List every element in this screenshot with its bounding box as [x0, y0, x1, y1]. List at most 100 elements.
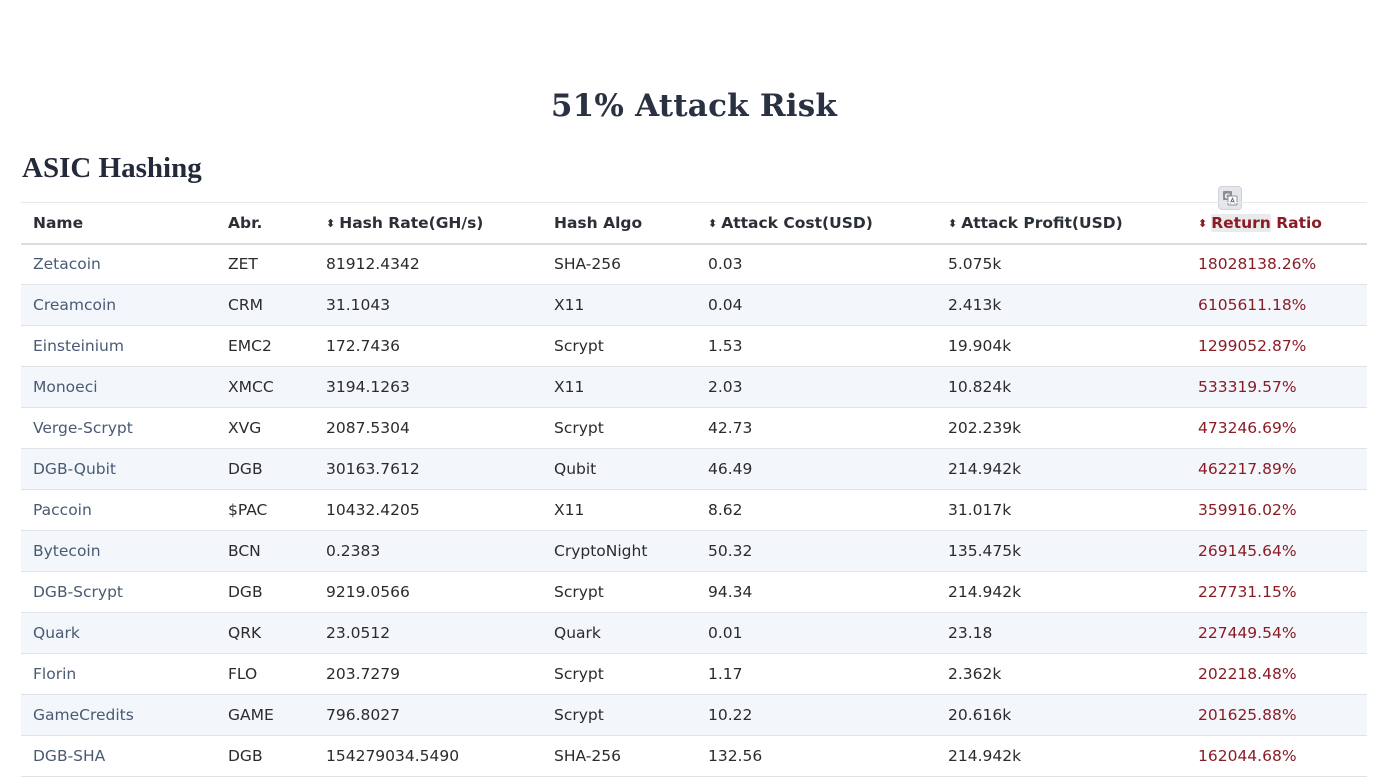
cell-hash-rate: 2087.5304 — [326, 419, 410, 437]
column-header-label: Attack Profit(USD) — [961, 213, 1123, 232]
cell-abbr: DGB — [228, 583, 263, 601]
cell-attack-profit: 23.18 — [948, 624, 993, 642]
header-row: Name Abr. ⬍ Hash Rate(GH/s) Hash Algo ⬍ Attack… — [21, 202, 1367, 244]
cell-attack-profit: 10.824k — [948, 378, 1012, 396]
table-row: Creamcoin CRM 31.1043 X11 0.04 2.413k 6105611.… — [21, 284, 1367, 326]
cell-abbr: EMC2 — [228, 337, 272, 355]
cell-attack-cost: 1.53 — [708, 337, 743, 355]
cell-name[interactable]: Florin — [33, 665, 77, 683]
cell-abbr: BCN — [228, 542, 261, 560]
cell-return-ratio: 359916.02% — [1198, 501, 1297, 519]
cell-attack-cost: 50.32 — [708, 542, 753, 560]
cell-name[interactable]: Verge-Scrypt — [33, 419, 133, 437]
table-row: DGB-Scrypt DGB 9219.0566 Scrypt 94.34 214.942… — [21, 572, 1367, 613]
cell-hash-algo: Scrypt — [554, 583, 604, 601]
cell-attack-profit: 20.616k — [948, 706, 1012, 724]
cell-hash-rate: 3194.1263 — [326, 378, 410, 396]
cell-hash-algo: Quark — [554, 624, 601, 642]
cell-attack-cost: 0.03 — [708, 255, 743, 274]
cell-abbr: QRK — [228, 624, 262, 642]
sort-arrows-icon: ⬍ — [1198, 216, 1208, 230]
cell-name[interactable]: Zetacoin — [33, 255, 101, 274]
cell-hash-algo: X11 — [554, 501, 585, 519]
column-header-abbr: Abr. — [216, 203, 314, 244]
cell-return-ratio: 162044.68% — [1198, 747, 1297, 765]
cell-attack-cost: 10.22 — [708, 706, 753, 724]
column-header-hash-algo: Hash Algo — [542, 203, 696, 244]
section-title: ASIC Hashing — [22, 152, 202, 184]
cell-abbr: GAME — [228, 706, 274, 724]
cell-return-ratio: 473246.69% — [1198, 419, 1297, 437]
cell-attack-cost: 46.49 — [708, 460, 753, 478]
cell-return-ratio: 533319.57% — [1198, 378, 1297, 396]
cell-attack-cost: 0.01 — [708, 624, 743, 642]
cell-name[interactable]: Einsteinium — [33, 337, 124, 355]
cell-hash-rate: 9219.0566 — [326, 583, 410, 601]
cell-abbr: XMCC — [228, 378, 274, 396]
column-header-label: Hash Rate(GH/s) — [339, 213, 484, 232]
cell-hash-algo: X11 — [554, 296, 585, 314]
table-row: Verge-Scrypt XVG 2087.5304 Scrypt 42.73 202.2… — [21, 408, 1367, 449]
cell-name[interactable]: Bytecoin — [33, 542, 101, 560]
cell-abbr: FLO — [228, 665, 258, 683]
cell-attack-profit: 19.904k — [948, 337, 1012, 355]
column-header-attack-cost[interactable]: ⬍ Attack Cost(USD) — [696, 203, 936, 244]
cell-hash-algo: SHA-256 — [554, 255, 621, 274]
cell-name[interactable]: Quark — [33, 624, 80, 642]
cell-hash-algo: SHA-256 — [554, 747, 621, 765]
column-header-attack-profit[interactable]: ⬍ Attack Profit(USD) — [936, 203, 1186, 244]
cell-attack-cost: 42.73 — [708, 419, 753, 437]
cell-hash-algo: Qubit — [554, 460, 597, 478]
cell-attack-profit: 5.075k — [948, 255, 1002, 274]
cell-name[interactable]: DGB-Scrypt — [33, 583, 123, 601]
cell-attack-profit: 31.017k — [948, 501, 1012, 519]
column-header-label: Name — [33, 213, 84, 232]
cell-attack-cost: 2.03 — [708, 378, 743, 396]
column-header-hash-rate[interactable]: ⬍ Hash Rate(GH/s) — [314, 203, 542, 244]
cell-abbr: ZET — [228, 255, 258, 274]
cell-attack-cost: 132.56 — [708, 747, 763, 765]
cell-name[interactable]: DGB-Qubit — [33, 460, 116, 478]
cell-attack-cost: 1.17 — [708, 665, 743, 683]
cell-abbr: DGB — [228, 460, 263, 478]
cell-hash-rate: 23.0512 — [326, 624, 391, 642]
column-header-return-ratio[interactable]: ⬍ Return Ratio — [1186, 203, 1367, 244]
column-header-label: Abr. — [228, 213, 263, 232]
cell-hash-algo: Scrypt — [554, 337, 604, 355]
cell-abbr: XVG — [228, 419, 262, 437]
table-row: Einsteinium EMC2 172.7436 Scrypt 1.53 19.904k… — [21, 326, 1367, 367]
cell-return-ratio: 1299052.87% — [1198, 337, 1307, 355]
cell-attack-profit: 2.413k — [948, 296, 1002, 314]
table-row: Quark QRK 23.0512 Quark 0.01 23.18 227449.54% — [21, 612, 1367, 654]
cell-hash-rate: 30163.7612 — [326, 460, 420, 478]
cell-hash-rate: 31.1043 — [326, 296, 391, 314]
cell-abbr: $PAC — [228, 501, 268, 519]
sort-arrows-icon: ⬍ — [948, 216, 958, 230]
cell-hash-rate: 154279034.5490 — [326, 747, 460, 765]
sort-arrows-icon: ⬍ — [708, 216, 718, 230]
cell-return-ratio: 462217.89% — [1198, 460, 1297, 478]
column-header-label: Hash Algo — [554, 213, 643, 232]
cell-attack-profit: 202.239k — [948, 419, 1022, 437]
cell-hash-rate: 203.7279 — [326, 665, 400, 683]
asic-hashing-table: Name Abr. ⬍ Hash Rate(GH/s) Hash Algo ⬍ Attack… — [21, 202, 1367, 777]
table-row: DGB-SHA DGB 154279034.5490 SHA-256 132.56 214… — [21, 736, 1367, 777]
asic-hashing-table-container: Name Abr. ⬍ Hash Rate(GH/s) Hash Algo ⬍ Attack… — [21, 202, 1367, 777]
table-row: Monoeci XMCC 3194.1263 X11 2.03 10.824k 533319… — [21, 366, 1367, 408]
cell-name[interactable]: DGB-SHA — [33, 747, 106, 765]
cell-attack-cost: 0.04 — [708, 296, 743, 314]
cell-name[interactable]: GameCredits — [33, 706, 134, 724]
cell-return-ratio: 227449.54% — [1198, 624, 1297, 642]
cell-hash-algo: X11 — [554, 378, 585, 396]
cell-hash-algo: Scrypt — [554, 419, 604, 437]
page-title: 51% Attack Risk — [550, 88, 838, 124]
cell-abbr: CRM — [228, 296, 263, 314]
cell-name[interactable]: Creamcoin — [33, 296, 117, 314]
cell-name[interactable]: Paccoin — [33, 501, 92, 519]
cell-hash-rate: 172.7436 — [326, 337, 400, 355]
cell-return-ratio: 6105611.18% — [1198, 296, 1307, 314]
translate-icon[interactable]: G — [1218, 186, 1242, 210]
cell-name[interactable]: Monoeci — [33, 378, 98, 396]
cell-return-ratio: 202218.48% — [1198, 665, 1297, 683]
cell-hash-rate: 796.8027 — [326, 706, 400, 724]
